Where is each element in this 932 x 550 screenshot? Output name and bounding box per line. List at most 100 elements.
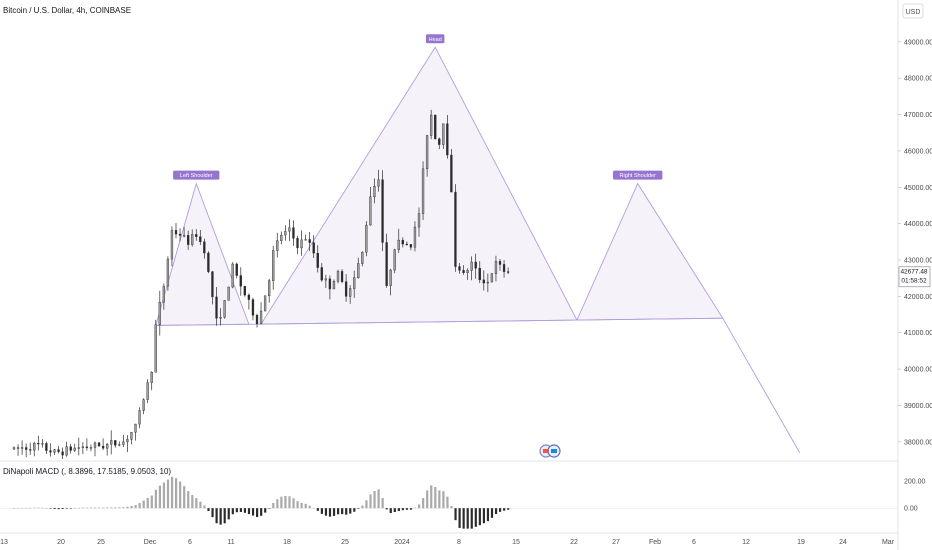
candle <box>421 161 425 220</box>
time-tick-label: 6 <box>188 539 192 546</box>
macd-bar <box>264 508 267 513</box>
breakdown-projection-line[interactable] <box>722 317 801 453</box>
macd-bar <box>418 504 421 509</box>
candle <box>93 441 97 457</box>
macd-bar <box>239 508 242 513</box>
candle <box>207 251 210 274</box>
time-tick-label: 6 <box>692 539 696 546</box>
candle <box>300 230 303 256</box>
time-tick-label: 25 <box>341 539 349 546</box>
candle <box>69 443 72 454</box>
macd-bar <box>316 508 319 511</box>
time-tick-label: 25 <box>97 539 105 546</box>
candle <box>430 109 433 140</box>
price-tag-box <box>898 266 931 288</box>
head-label[interactable]: Head <box>426 34 445 44</box>
macd-bar <box>422 498 425 509</box>
macd-bar <box>81 507 85 509</box>
economic-events-icon[interactable] <box>539 444 561 458</box>
macd-bar <box>251 508 255 516</box>
macd-bar <box>150 495 153 509</box>
candle <box>199 229 202 245</box>
macd-bar <box>260 508 263 516</box>
neckline[interactable] <box>155 317 723 326</box>
candle <box>138 407 141 429</box>
candle <box>349 285 352 304</box>
macd-histogram <box>0 476 897 529</box>
candle <box>37 435 40 451</box>
candle <box>413 221 417 252</box>
candle <box>263 295 267 312</box>
price-tick-label: 45000.00 <box>904 185 932 192</box>
macd-bar <box>341 508 344 515</box>
candle <box>33 441 36 457</box>
candle <box>57 445 60 454</box>
macd-bar <box>170 476 174 509</box>
macd-bar <box>397 508 400 512</box>
candle <box>494 255 498 282</box>
candle <box>308 232 311 251</box>
candle <box>223 300 226 319</box>
price-tick-label: 38000.00 <box>904 439 932 446</box>
candle <box>312 235 315 258</box>
candle <box>332 279 336 290</box>
candle <box>49 443 52 457</box>
macd-bar <box>243 508 247 513</box>
candle <box>434 114 437 140</box>
time-tick-label: 2024 <box>394 539 410 546</box>
price-tick-label: 44000.00 <box>904 221 932 228</box>
macd-bar <box>49 508 52 509</box>
candle <box>397 228 400 254</box>
candle <box>61 447 64 460</box>
head-triangle[interactable] <box>260 46 578 325</box>
candle <box>178 228 182 242</box>
candle <box>373 178 376 204</box>
macd-bar <box>118 507 121 509</box>
macd-bar <box>450 506 453 509</box>
right-shoulder-label[interactable]: Right Shoulder <box>613 170 663 180</box>
right-shoulder-triangle[interactable] <box>576 182 724 321</box>
time-tick-label: 24 <box>839 539 847 546</box>
macd-bar <box>187 491 190 509</box>
macd-bar <box>280 496 283 509</box>
left-shoulder-triangle[interactable] <box>155 182 250 326</box>
macd-bar <box>57 508 60 510</box>
macd-bar <box>499 508 502 512</box>
macd-bar <box>154 489 157 509</box>
macd-bar <box>106 507 109 509</box>
macd-bar <box>486 508 490 522</box>
macd-bar <box>199 501 202 509</box>
macd-bar <box>256 508 259 518</box>
head-and-shoulders-pattern[interactable] <box>155 46 801 453</box>
macd-bar <box>458 508 461 528</box>
macd-bar <box>328 508 332 517</box>
macd-bar <box>247 508 251 515</box>
macd-bar <box>102 507 105 509</box>
time-tick-label: 19 <box>797 539 805 546</box>
candlestick-series <box>12 109 510 460</box>
bar-countdown: 01:58:52 <box>901 278 927 285</box>
price-tick-label: 49000.00 <box>904 39 932 46</box>
candle <box>41 439 44 448</box>
currency-button[interactable] <box>902 3 924 19</box>
time-tick-label: 8 <box>457 539 461 546</box>
svg-text:Right Shoulder: Right Shoulder <box>620 173 657 179</box>
price-tick-label: 47000.00 <box>904 112 932 119</box>
macd-bar <box>94 507 97 509</box>
candle <box>25 443 28 458</box>
macd-bar <box>17 508 20 509</box>
time-tick-label: 20 <box>57 539 65 546</box>
candle <box>498 259 502 271</box>
left-shoulder-label[interactable]: Left Shoulder <box>173 170 220 180</box>
macd-bar <box>426 490 429 509</box>
candle <box>191 229 194 247</box>
candle <box>170 226 174 267</box>
macd-bar <box>29 507 32 509</box>
macd-bar <box>296 501 299 509</box>
macd-bar <box>381 497 384 509</box>
candle <box>134 423 137 441</box>
time-tick-label: Feb <box>649 539 661 546</box>
candle <box>272 245 275 290</box>
macd-bar <box>312 507 315 509</box>
